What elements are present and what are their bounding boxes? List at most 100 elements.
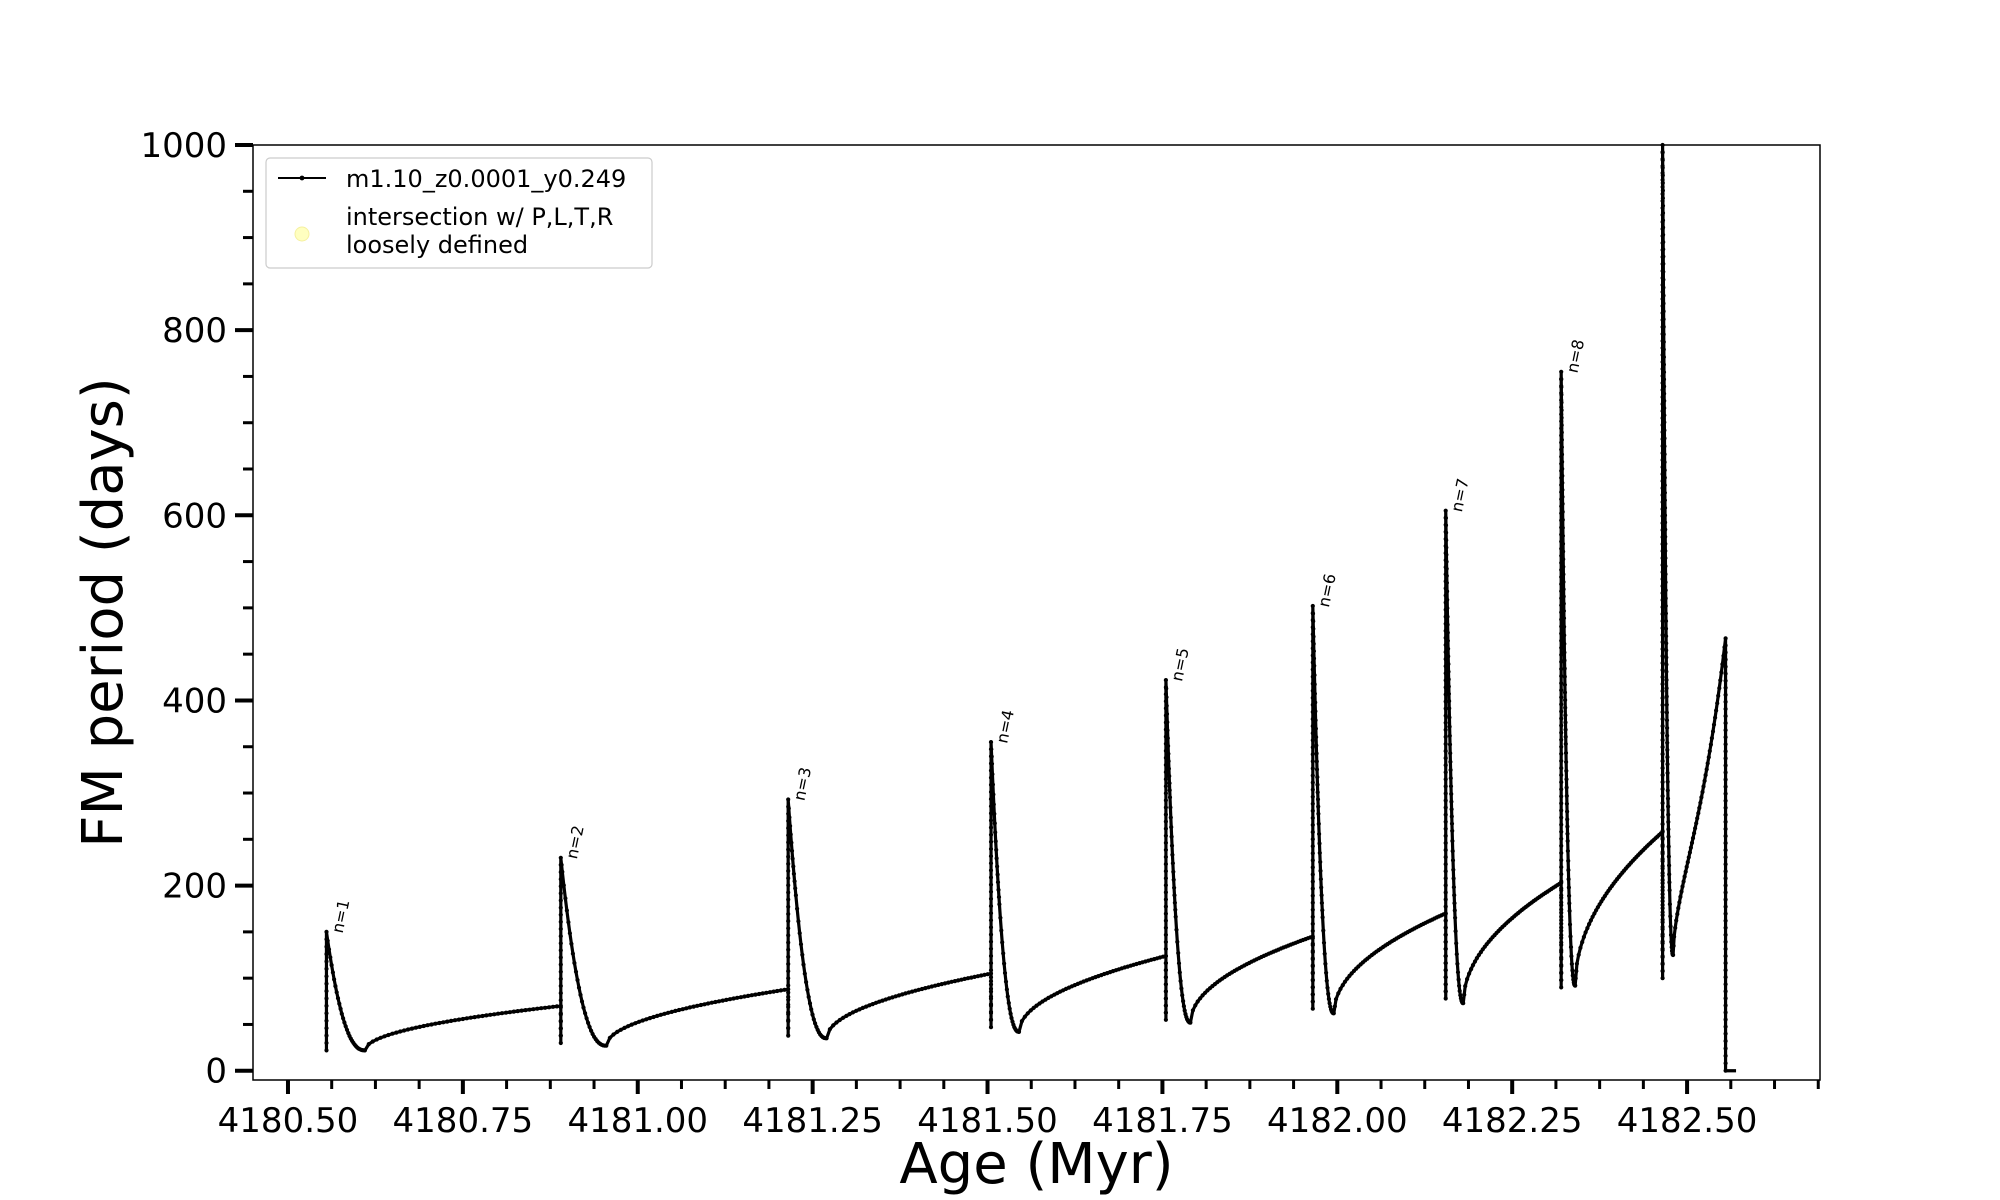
series-point — [1315, 790, 1320, 795]
series-point — [1660, 871, 1665, 876]
series-point — [1660, 808, 1665, 813]
series-point — [1450, 849, 1455, 854]
series-point — [1713, 715, 1718, 720]
series-point — [1660, 836, 1665, 841]
series-point — [586, 1020, 591, 1025]
series-point — [1457, 983, 1462, 988]
annotation-layer: n=1 n=2 n=3 n=4 n=5 n=6 n=7 n=8 — [328, 338, 1588, 935]
series-point — [813, 1021, 818, 1026]
series-point — [946, 980, 951, 985]
series-point — [691, 1004, 696, 1009]
series-point — [1661, 277, 1666, 282]
series-point — [1310, 780, 1315, 785]
series-point — [789, 840, 794, 845]
series-point — [1660, 955, 1665, 960]
series-point — [1316, 821, 1321, 827]
series-point — [1310, 794, 1315, 799]
series-point — [1689, 840, 1695, 846]
series-point — [1723, 897, 1728, 902]
series-point — [1660, 910, 1665, 915]
series-point — [330, 970, 335, 975]
series-point — [786, 976, 791, 981]
series-point — [1567, 922, 1573, 927]
series-point — [1660, 668, 1665, 673]
series-point — [1457, 988, 1462, 994]
series-point — [1723, 1017, 1728, 1022]
series-point — [1665, 770, 1670, 776]
series-point — [1563, 750, 1569, 756]
series-point — [952, 979, 958, 984]
series-point — [558, 1012, 563, 1017]
series-point — [1168, 815, 1173, 820]
series-point — [1310, 985, 1315, 990]
series-point — [1443, 706, 1448, 711]
series-point — [626, 1024, 631, 1029]
series-point — [1723, 784, 1728, 789]
series-point — [1034, 1003, 1039, 1008]
series-point — [564, 908, 570, 913]
series-point — [1686, 855, 1691, 860]
series-point — [1461, 1001, 1466, 1006]
series-point — [1317, 841, 1322, 846]
series-point — [1444, 530, 1449, 535]
series-point — [1315, 775, 1320, 780]
series-point — [1324, 978, 1329, 983]
series-point — [1660, 584, 1665, 589]
series-point — [1312, 673, 1317, 678]
series-point — [988, 882, 994, 887]
series-point — [988, 1010, 994, 1016]
series-point — [1443, 862, 1448, 867]
series-point — [607, 1035, 613, 1040]
series-point — [1660, 188, 1665, 193]
series-point — [1660, 888, 1665, 893]
series-point — [720, 998, 725, 1003]
series-point — [1314, 751, 1319, 756]
series-point — [572, 960, 577, 966]
series-point — [1723, 975, 1728, 980]
series-point — [988, 875, 994, 880]
series-point — [1660, 196, 1665, 201]
series-point — [988, 975, 994, 980]
series-point — [949, 979, 954, 984]
series-point — [1310, 886, 1315, 891]
series-point — [923, 986, 928, 991]
series-point — [982, 972, 987, 977]
series-point — [1560, 525, 1565, 531]
series-point — [1660, 640, 1665, 645]
series-point — [1565, 838, 1570, 844]
series-point — [1318, 868, 1323, 874]
series-point — [1665, 725, 1670, 731]
legend-entries: m1.10_z0.0001_y0.249 intersection w/ P,L,… — [278, 165, 626, 259]
series-point — [972, 974, 977, 980]
series-point — [1661, 293, 1666, 298]
series-point — [1559, 385, 1564, 390]
series-point — [1564, 785, 1569, 790]
series-point — [1678, 894, 1683, 900]
series-point — [1447, 706, 1452, 711]
series-point — [698, 1002, 704, 1008]
series-point — [1661, 324, 1666, 329]
x-tick-label: 4180.50 — [218, 1101, 359, 1141]
series-point — [811, 1017, 816, 1022]
series-point — [991, 802, 996, 807]
series-point — [805, 987, 810, 992]
series-point — [916, 987, 921, 992]
series-point — [786, 818, 791, 824]
series-point — [1443, 791, 1448, 796]
series-point — [965, 976, 971, 981]
series-point — [1723, 848, 1728, 853]
series-point — [324, 981, 329, 986]
series-point — [988, 896, 994, 902]
series-point — [877, 999, 882, 1004]
series-point — [1660, 180, 1665, 186]
series-point — [1676, 906, 1681, 911]
series-point — [1568, 934, 1573, 939]
series-point — [1666, 827, 1671, 832]
series-point — [1675, 912, 1680, 917]
series-point — [1175, 939, 1180, 945]
series-point — [988, 982, 994, 987]
series-point — [1660, 570, 1665, 575]
series-point — [1688, 845, 1693, 850]
series-point — [629, 1022, 634, 1027]
series-point — [1662, 498, 1667, 503]
